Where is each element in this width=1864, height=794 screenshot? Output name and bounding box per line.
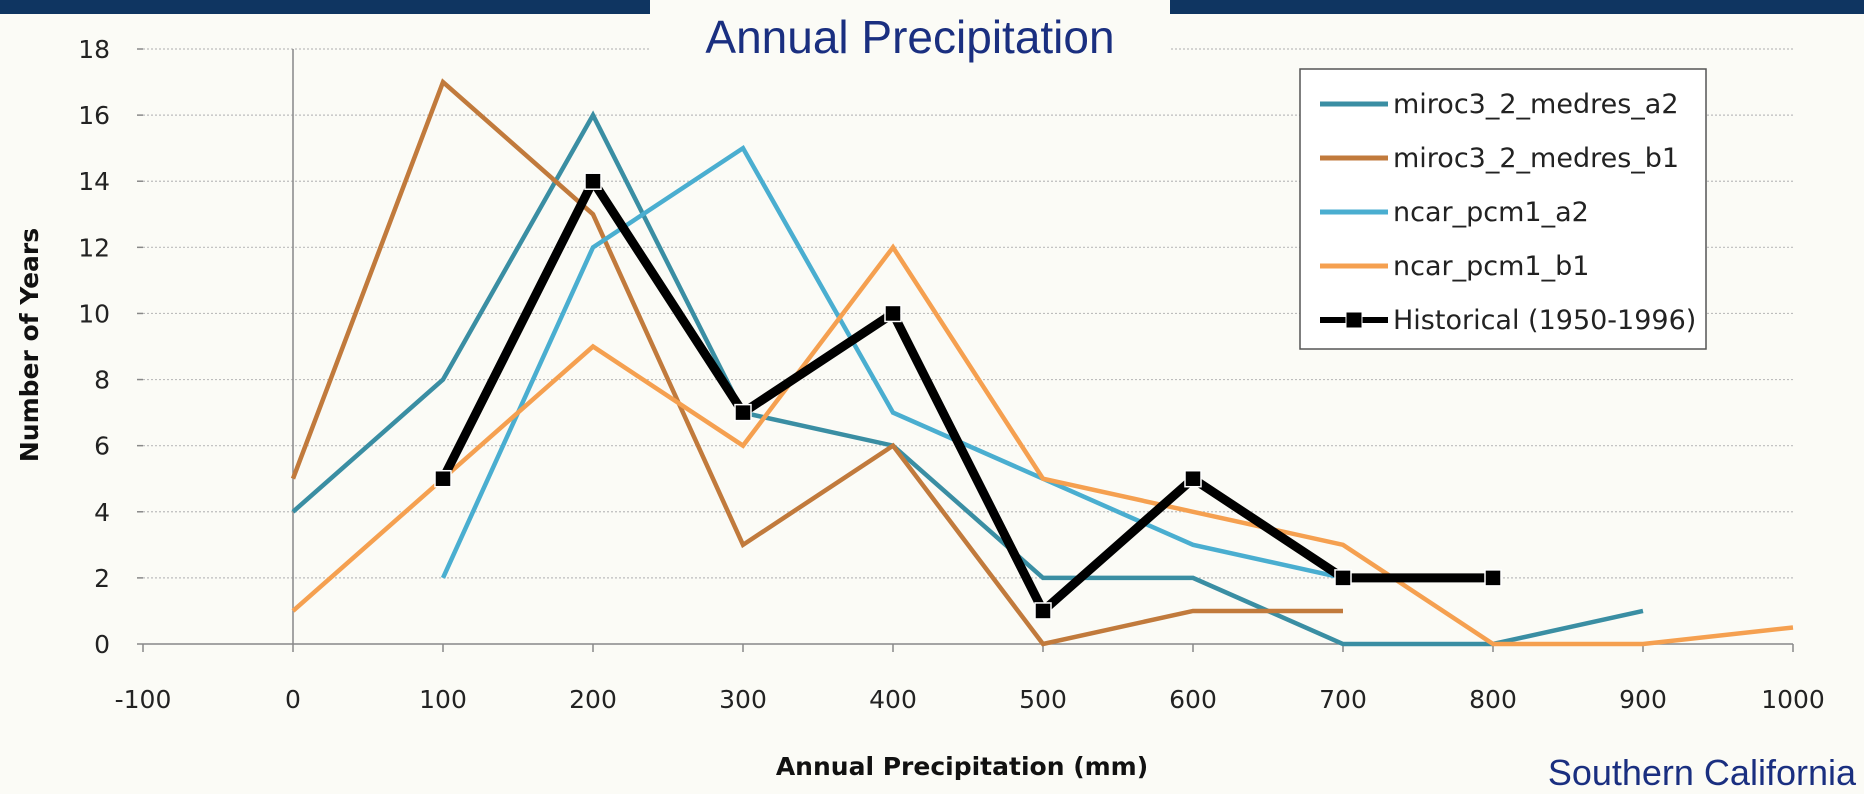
y-tick-label: 0 [94,630,110,659]
series-line [291,243,1794,647]
series-line [438,172,1493,619]
legend-marker [1345,311,1363,329]
y-tick-label: 10 [78,299,110,328]
series-line [290,78,1343,647]
legend-label: Historical (1950-1996) [1393,305,1696,336]
series-marker [434,469,452,488]
x-tick-label: 400 [869,685,917,714]
x-tick-label: 300 [719,685,767,714]
region-label: Southern California [1547,752,1856,793]
chart-title: Annual Precipitation [650,0,1170,72]
legend-box [1299,68,1707,350]
y-tick-label: 12 [78,233,110,262]
series-line [440,144,1344,581]
y-tick-label: 6 [94,432,110,461]
x-tick-label: 800 [1469,685,1517,714]
x-tick-label: 700 [1319,685,1367,714]
x-tick-label: 500 [1019,685,1067,714]
series-marker [884,304,902,323]
x-tick-label: 100 [419,685,467,714]
y-tick-label: 4 [94,498,110,527]
legend-label: miroc3_2_medres_b1 [1393,143,1679,174]
series-marker [584,172,602,190]
x-axis-title: Annual Precipitation (mm) [776,752,1148,781]
x-tick-label: 0 [285,685,301,714]
legend-label: ncar_pcm1_a2 [1393,197,1589,228]
y-tick-label: 18 [78,35,110,64]
legend-label: ncar_pcm1_b1 [1393,251,1589,282]
y-tick-label: 2 [94,564,110,593]
x-tick-label: -100 [115,685,172,714]
legend-label: miroc3_2_medres_a2 [1393,89,1679,120]
series-marker [1184,469,1202,488]
series-marker [1334,569,1352,587]
series-marker [734,403,752,422]
series-marker [1484,569,1502,587]
legend: miroc3_2_medres_a2 miroc3_2_medres_b1ncar… [1299,68,1707,350]
series-marker [1034,602,1052,620]
y-tick-label: 14 [78,167,110,196]
series-lines [290,78,1794,647]
y-tick-label: 8 [94,366,110,395]
y-tick-label: 16 [78,101,110,130]
x-tick-label: 600 [1169,685,1217,714]
x-tick-label: 900 [1619,685,1667,714]
x-tick-label: 200 [569,685,617,714]
x-tick-label: 1000 [1761,685,1825,714]
y-axis-title: Number of Years [15,228,44,462]
series-line [291,110,1644,647]
